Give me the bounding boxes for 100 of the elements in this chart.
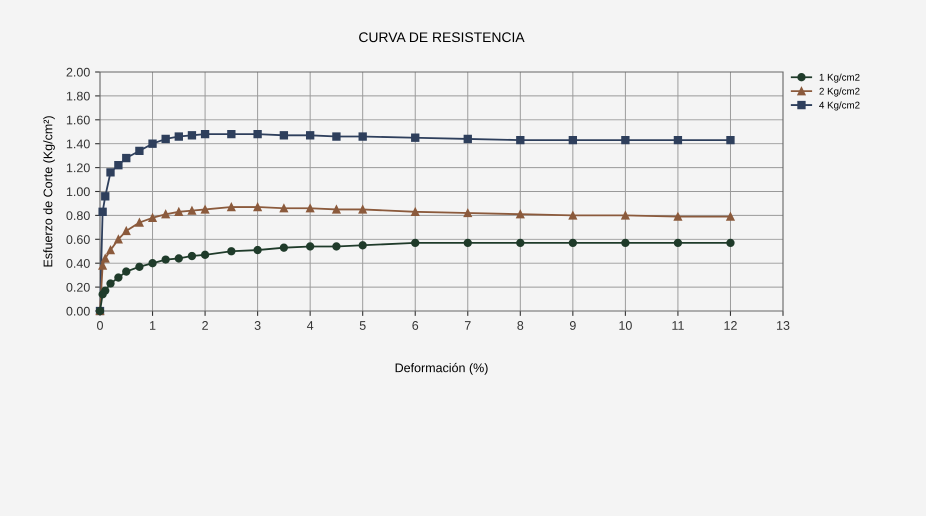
point [516,238,524,248]
point [101,286,110,295]
point [188,206,196,215]
chart-title: CURVA DE RESISTENCIA [359,32,525,42]
point [280,131,288,140]
point [227,202,236,212]
x-tick-label: 4 [306,321,314,330]
point [726,238,735,248]
point [306,204,314,212]
point [621,211,630,220]
x-tick-label: 11 [672,321,684,330]
point [135,262,144,271]
point [411,208,420,216]
point [200,205,210,214]
point [280,204,288,212]
point [106,168,115,177]
point [568,136,578,144]
point [674,238,682,248]
x-tick-label: 13 [777,321,790,330]
point [106,279,115,288]
point [332,242,341,251]
point [188,252,196,260]
point [227,130,236,138]
x-tick-label: 2 [202,321,208,330]
point [188,131,196,140]
point [227,247,236,256]
point [174,132,183,141]
y-tick-label: 0.40 [66,259,90,268]
legend-label: 2 Kg/cm2 [819,88,860,97]
point [98,208,107,216]
y-tick-label: 0.80 [66,211,90,220]
point [174,254,183,263]
point [114,273,123,282]
point [106,246,115,254]
y-tick-label: 1.40 [66,140,90,148]
point [306,242,314,251]
x-tick-label: 9 [570,321,576,330]
point [358,205,367,214]
point [674,212,682,221]
y-tick-label: 0.60 [66,235,90,244]
x-tick-label: 1 [150,321,156,330]
point [253,246,262,254]
x-tick-label: 8 [517,321,524,330]
point [114,235,123,244]
x-axis-title: Deformación (%) [396,362,488,375]
point [135,218,144,227]
point [114,161,123,170]
point [516,210,524,218]
x-tick-label: 10 [619,321,632,330]
point [280,244,288,252]
x-tick-label: 6 [412,321,418,330]
point [148,214,157,222]
point [148,259,157,268]
y-axis-title: Esfuerzo de Corte (Kg/cm²) [43,116,55,267]
point [411,134,420,142]
y-tick-label: 1.00 [66,187,90,196]
x-tick-label: 0 [97,321,103,330]
y-tick-label: 1.80 [66,92,90,101]
point [253,130,262,138]
point [568,238,578,248]
x-tick-label: 7 [464,321,471,330]
legend-label: 1 Kg/cm2 [820,74,860,83]
point [200,250,210,259]
point [101,192,110,200]
point [135,146,144,156]
point [516,136,524,144]
point [162,210,170,218]
y-tick-label: 1.20 [66,163,90,172]
y-tick-label: 0.20 [66,282,90,292]
point [306,131,314,140]
point [122,226,130,236]
point [162,134,170,144]
point [358,241,367,250]
x-tick-label: 3 [254,321,261,330]
point [200,130,210,138]
point [621,238,630,248]
x-tick-label: 5 [360,321,366,330]
point [174,208,183,216]
y-tick-label: 2.00 [66,68,90,77]
point [464,134,472,144]
point [411,238,420,248]
point [358,132,367,141]
x-tick-label: 12 [724,321,737,330]
point [568,211,578,220]
point [726,212,735,221]
point [464,238,472,248]
point [253,202,262,212]
legend-label: 4 Kg/cm2 [819,101,860,110]
point [674,136,682,144]
point [122,267,130,276]
point [162,255,170,264]
point [464,208,472,218]
point [148,140,157,148]
point [332,132,341,141]
point [122,154,130,162]
point [726,136,735,144]
point [332,205,341,214]
point [621,136,630,144]
point [101,254,110,263]
y-tick-label: 0.00 [66,306,90,316]
